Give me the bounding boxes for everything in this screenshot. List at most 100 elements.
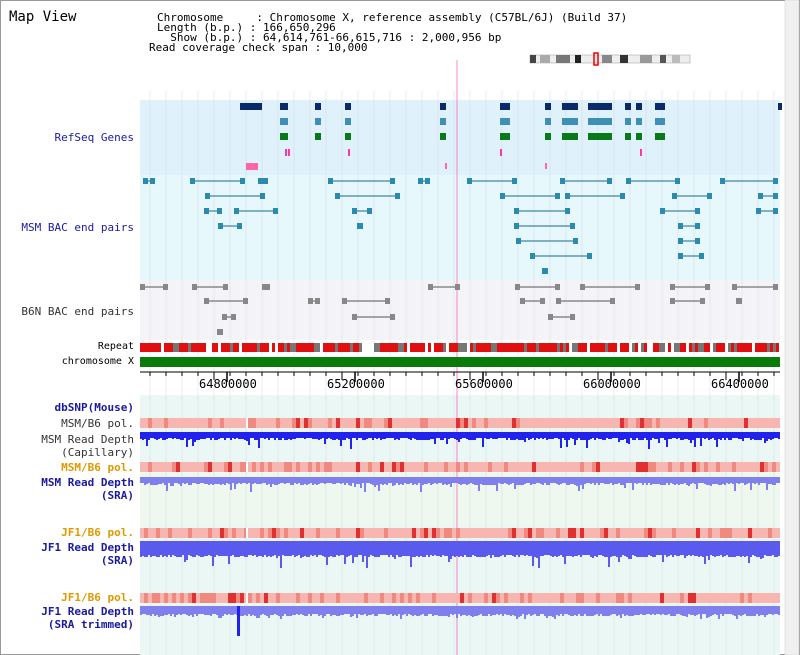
read-depth-bar xyxy=(582,606,584,616)
polymorphism-block xyxy=(724,528,728,538)
read-depth-bar xyxy=(588,432,590,440)
repeat-block xyxy=(374,343,377,352)
read-depth-bar xyxy=(270,477,272,487)
bac-end xyxy=(390,178,395,184)
read-depth-bar xyxy=(176,477,178,483)
read-depth-bar xyxy=(610,606,612,615)
read-depth-bar xyxy=(770,432,772,440)
read-depth-bar xyxy=(728,606,730,614)
track-label-msm-pol-2: MSM/B6 pol. xyxy=(61,461,134,474)
read-depth-bar xyxy=(640,541,642,557)
bac-end xyxy=(695,223,700,229)
repeat-block xyxy=(725,343,728,352)
track-label-msm-depth-sra-sub[interactable]: (SRA) xyxy=(100,489,134,502)
read-depth-bar xyxy=(524,432,526,442)
track-label-jf1-depth-sra[interactable]: JF1 Read Depth xyxy=(41,541,134,554)
read-depth-bar xyxy=(450,432,452,438)
read-depth-bar xyxy=(400,432,402,438)
read-depth-bar xyxy=(584,432,586,440)
bac-end xyxy=(620,193,625,199)
read-depth-bar xyxy=(308,541,310,557)
read-depth-bar xyxy=(204,432,206,439)
track-label-msm-depth-sra[interactable]: MSM Read Depth xyxy=(41,476,134,489)
read-depth-bar xyxy=(688,541,690,555)
read-depth-bar xyxy=(342,606,344,615)
read-depth-bar xyxy=(274,432,276,440)
polymorphism-block xyxy=(668,462,672,472)
read-depth-bar xyxy=(336,432,338,439)
read-depth-bar xyxy=(556,432,558,438)
bac-end xyxy=(240,178,245,184)
bac-end xyxy=(732,284,737,290)
read-depth-bar xyxy=(362,477,364,483)
repeat-block xyxy=(563,343,566,352)
track-label-refseq-genes[interactable]: RefSeq Genes xyxy=(54,131,134,144)
read-depth-bar xyxy=(472,432,474,440)
read-depth-bar xyxy=(482,432,484,447)
read-depth-bar xyxy=(288,606,290,616)
read-depth-bar xyxy=(198,606,200,614)
read-depth-bar xyxy=(500,432,502,438)
read-depth-bar xyxy=(584,541,586,555)
read-depth-bar xyxy=(666,432,668,447)
read-depth-bar xyxy=(380,541,382,555)
bac-end xyxy=(678,253,683,259)
read-depth-bar xyxy=(242,432,244,439)
read-depth-bar xyxy=(292,606,294,615)
read-depth-bar xyxy=(360,477,362,488)
repeat-block xyxy=(197,343,200,352)
read-depth-bar xyxy=(374,477,376,487)
read-depth-bar xyxy=(340,432,342,446)
read-depth-bar xyxy=(544,541,546,555)
read-depth-bar xyxy=(514,477,516,489)
track-label-msm-bac[interactable]: MSM BAC end pairs xyxy=(21,221,134,234)
read-depth-bar xyxy=(710,606,712,616)
read-depth-bar xyxy=(564,432,566,440)
read-depth-bar xyxy=(154,541,156,556)
read-depth-bar xyxy=(556,606,558,615)
read-depth-bar xyxy=(364,541,366,556)
read-depth-bar xyxy=(560,477,562,484)
read-depth-bar xyxy=(352,432,354,438)
read-depth-bar xyxy=(214,541,216,557)
repeat-block xyxy=(419,343,422,352)
read-depth-bar xyxy=(662,432,664,438)
track-label-jf1-depth-trim[interactable]: JF1 Read Depth xyxy=(41,605,134,618)
read-depth-bar xyxy=(418,541,420,557)
read-depth-bar xyxy=(714,477,716,484)
read-depth-bar xyxy=(172,606,174,614)
read-depth-bar xyxy=(396,477,398,483)
read-depth-bar xyxy=(156,606,158,615)
read-depth-bar xyxy=(176,541,178,557)
read-depth-bar xyxy=(302,477,304,485)
read-depth-bar xyxy=(184,432,186,438)
repeat-block xyxy=(323,343,326,352)
track-label-jf1-depth-trim-sub[interactable]: (SRA trimmed) xyxy=(47,618,134,631)
read-depth-bar xyxy=(244,432,246,440)
bac-end xyxy=(342,298,347,304)
read-depth-bar xyxy=(498,477,500,483)
ideogram-position-marker xyxy=(593,52,599,66)
repeat-block xyxy=(773,343,776,352)
track-label-jf1-depth-sra-sub[interactable]: (SRA) xyxy=(100,554,134,567)
read-depth-bar xyxy=(328,432,330,438)
read-depth-bar xyxy=(168,477,170,483)
read-depth-bar xyxy=(728,541,730,557)
bac-end xyxy=(670,284,675,290)
track-label-dbsnp[interactable]: dbSNP(Mouse) xyxy=(54,401,134,414)
read-depth-bar xyxy=(152,477,154,485)
read-depth-bar xyxy=(458,606,460,614)
track-label-b6n-bac[interactable]: B6N BAC end pairs xyxy=(21,305,134,318)
read-depth-bar xyxy=(596,477,598,483)
read-depth-bar xyxy=(166,541,168,557)
read-depth-bar xyxy=(392,432,394,438)
read-depth-bar xyxy=(732,432,734,438)
repeat-block xyxy=(356,343,359,352)
read-depth-bar xyxy=(738,541,740,556)
read-depth-bar xyxy=(174,541,176,556)
read-depth-bar xyxy=(566,541,568,556)
polymorphism-block xyxy=(148,418,152,428)
repeat-block xyxy=(305,343,308,352)
read-depth-bar xyxy=(170,477,172,486)
read-depth-bar xyxy=(674,541,676,555)
